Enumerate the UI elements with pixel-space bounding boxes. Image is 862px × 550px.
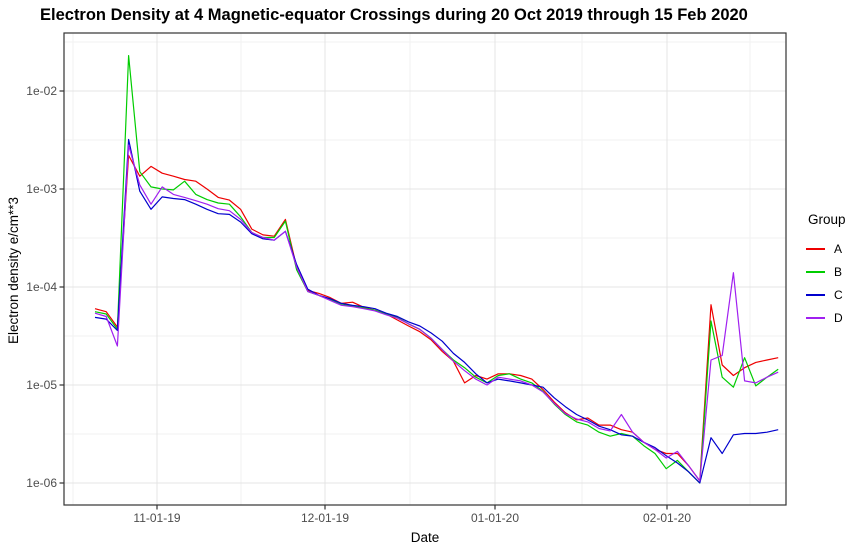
y-tick-label-1e-02: 1e-02 [26,84,57,98]
x-axis-title: Date [410,530,440,545]
chart-title: Electron Density at 4 Magnetic-equator C… [40,6,748,24]
legend-label: D [834,310,843,325]
x-tick-label-02-01-20: 02-01-20 [642,511,692,525]
legend-key-line-C [806,293,825,296]
legend-title: Group [808,212,846,227]
y-tick-label-1e-05: 1e-05 [26,378,57,392]
x-tick-label-11-01-19: 11-01-19 [133,511,181,525]
y-tick-label-1e-03: 1e-03 [26,182,57,196]
legend-label: B [834,264,843,279]
legend-key-line-B [806,270,825,273]
x-tick-label-01-01-20: 01-01-20 [470,511,520,525]
legend-label: C [834,287,843,302]
legend-item-D: D [806,306,846,329]
series-line-C [94,138,779,484]
y-tick-label-1e-06: 1e-06 [26,476,57,490]
legend-item-C: C [806,283,846,306]
x-tick-label-12-01-19: 12-01-19 [300,511,350,525]
gridlines-minor [64,33,786,505]
panel-border [63,32,787,506]
y-axis-title: Electron density e/cm**3 [6,196,21,344]
y-tick-label-1e-04: 1e-04 [26,280,57,294]
series-line-D [94,144,779,482]
legend-item-A: A [806,237,846,260]
legend-key-line-D [806,316,825,319]
legend-label: A [834,241,843,256]
series-line-A [94,154,779,482]
legend-key-line-A [806,247,825,250]
series-line-B [94,54,779,484]
gridlines-major [64,33,786,505]
axis-ticks [59,90,668,510]
legend-item-B: B [806,260,846,283]
